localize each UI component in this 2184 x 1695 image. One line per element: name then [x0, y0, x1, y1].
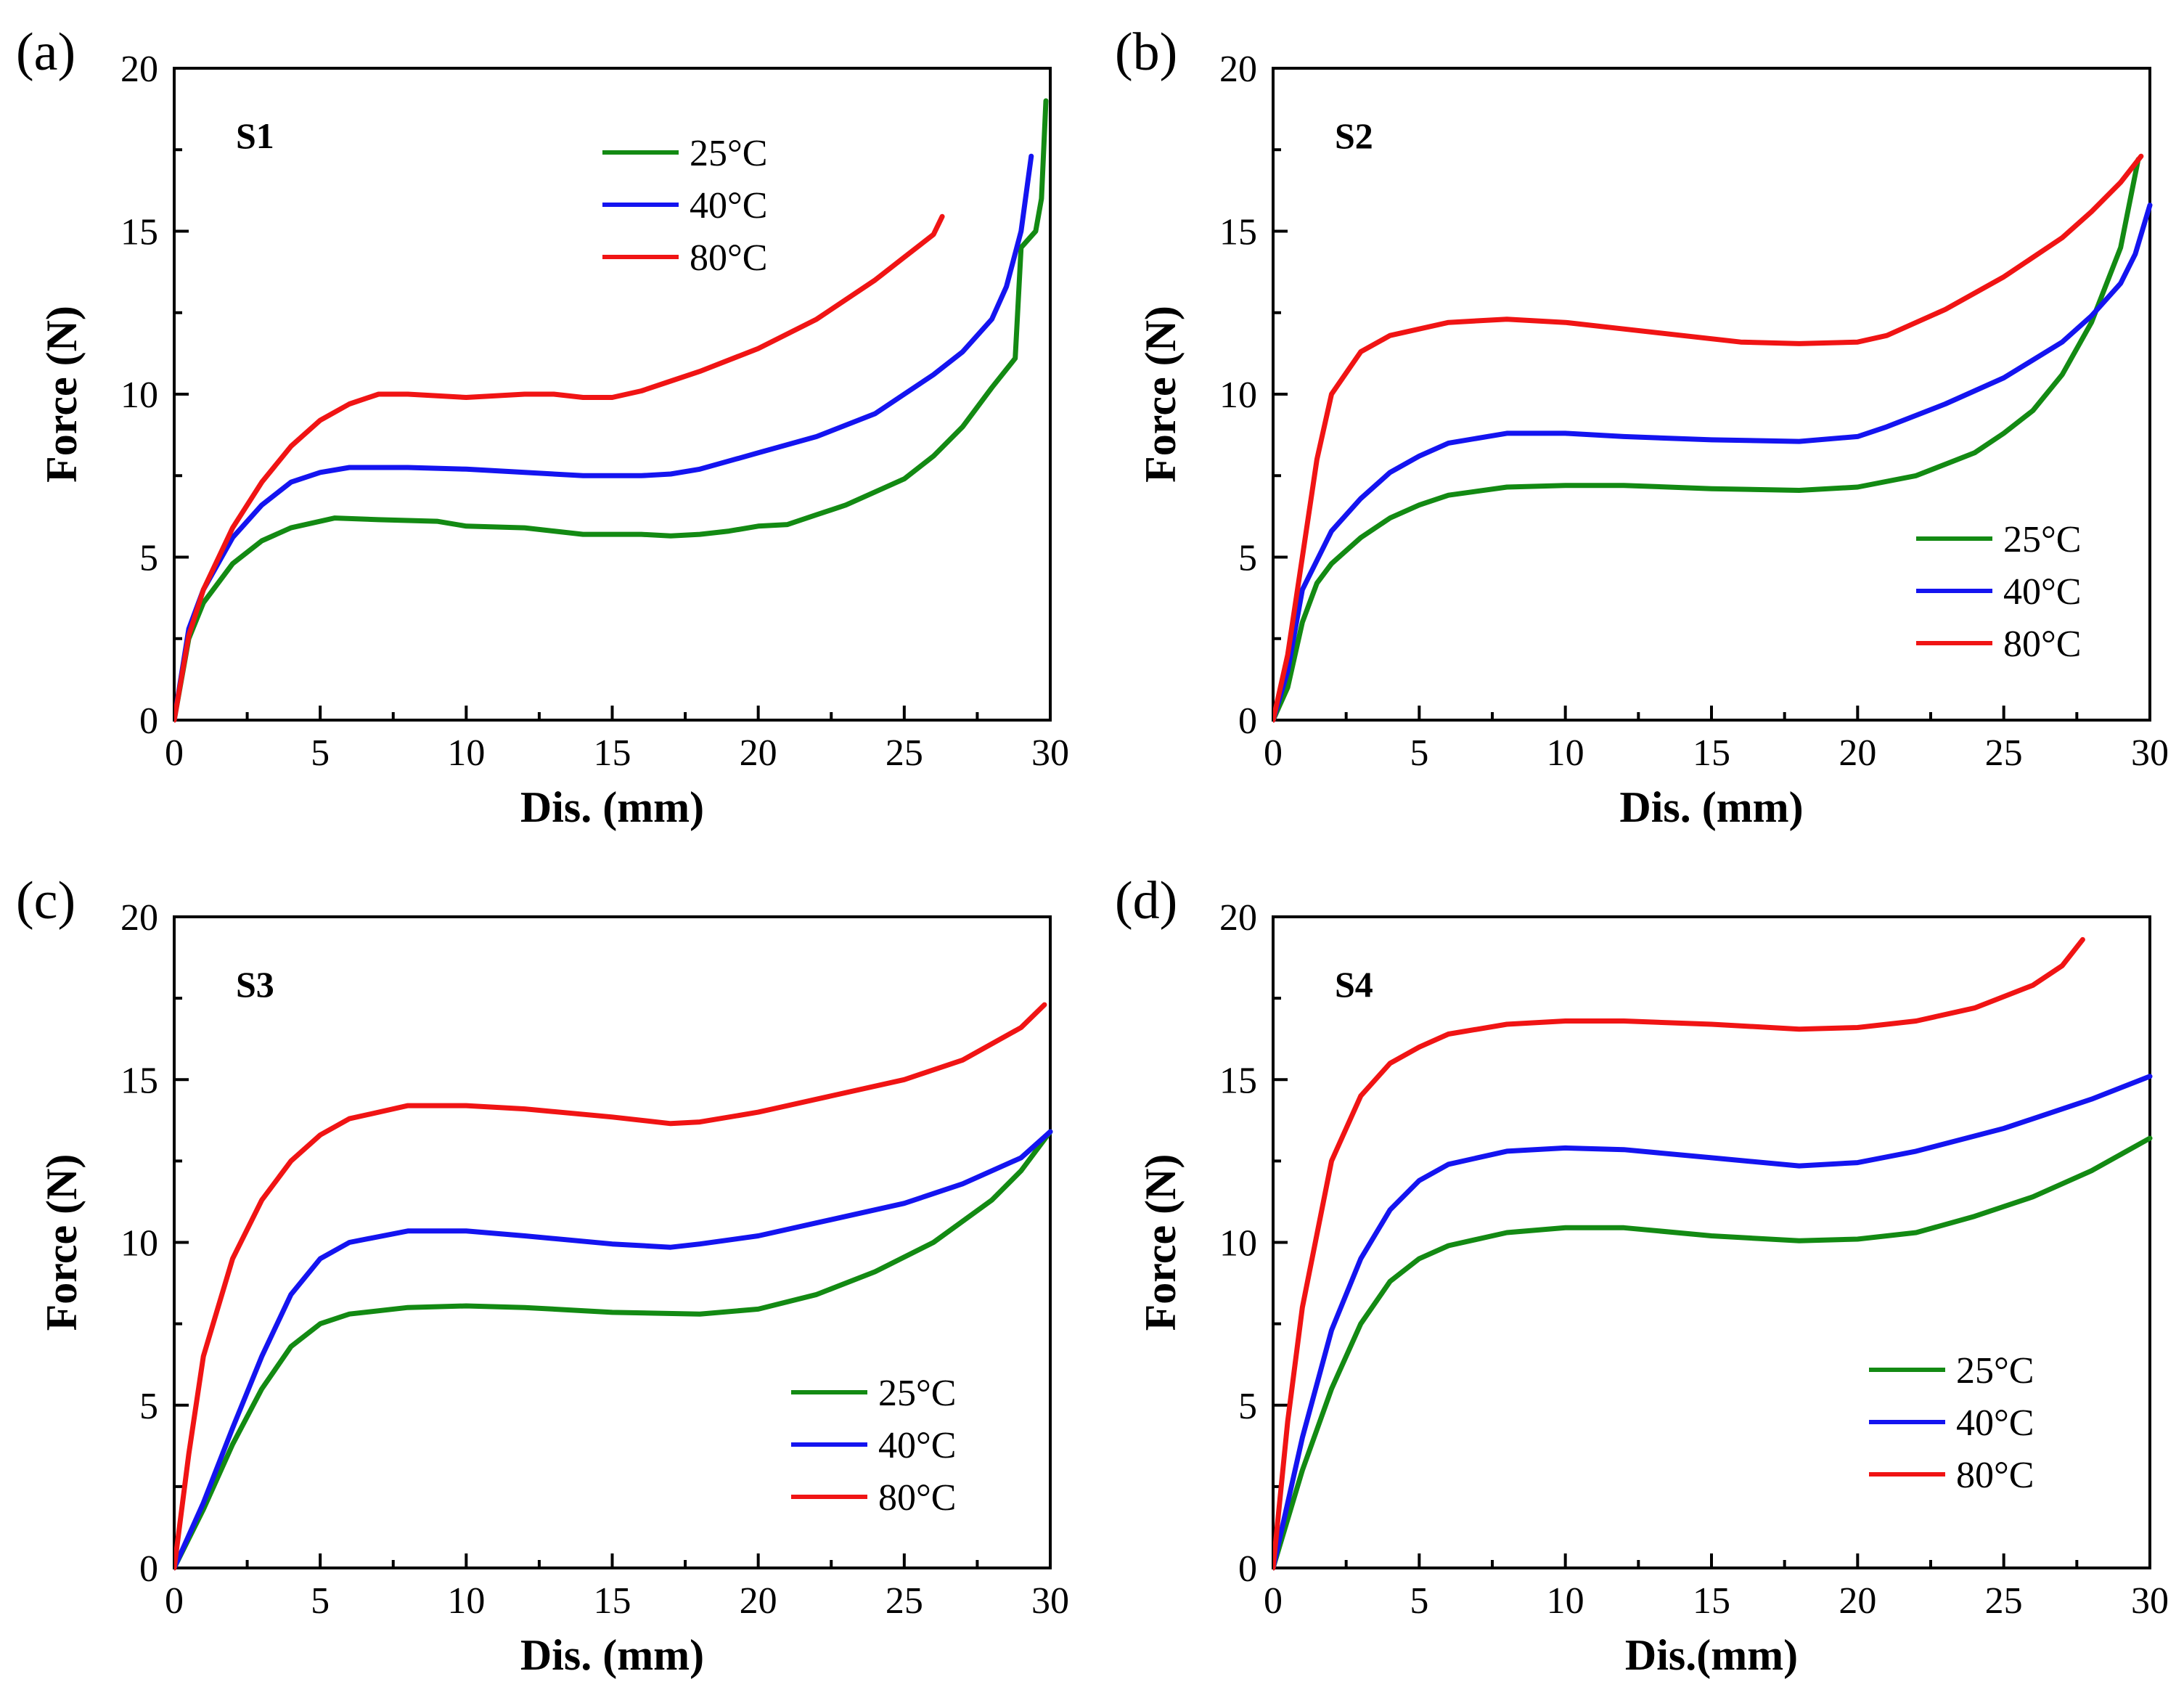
y-tick-label: 5: [1238, 538, 1257, 579]
y-tick-label: 15: [120, 1060, 158, 1101]
y-axis-title: Force (N): [1137, 306, 1185, 483]
y-tick-label: 20: [1219, 49, 1257, 90]
series-line-40c: [1273, 203, 2153, 723]
x-tick-label: 20: [1839, 1580, 1876, 1622]
x-tick-label: 20: [1839, 732, 1876, 774]
panel-tag: (a): [16, 23, 75, 82]
x-axis-title: Dis. (mm): [1619, 783, 1803, 831]
series-line-80c: [1273, 153, 2144, 723]
legend-label: 40°C: [690, 185, 767, 226]
legend-label: 80°C: [690, 237, 767, 279]
panel-tag: (c): [16, 871, 75, 931]
x-tick-label: 25: [886, 1580, 923, 1622]
y-tick-label: 5: [1238, 1386, 1257, 1427]
x-tick-label: 25: [1985, 1580, 2023, 1622]
legend-label: 40°C: [1956, 1402, 2034, 1444]
x-tick-label: 5: [1410, 732, 1428, 774]
plot-frame: [173, 67, 1052, 722]
x-tick-label: 15: [594, 732, 631, 774]
x-tick-label: 0: [165, 1580, 184, 1622]
chart-panel-3: 0 5 10 15 20 25 30 0 5 10 15 20 Dis. (mm) Force (N) (c…: [16, 871, 1069, 1679]
y-tick-label: 10: [1219, 375, 1257, 416]
x-tick-label: 30: [1031, 732, 1069, 774]
y-tick-label: 5: [139, 538, 158, 579]
chart-panel-1: 0 5 10 15 20 25 30 0 5 10 15 20 Dis. (mm) Force (N) (a…: [16, 23, 1069, 831]
sample-label: S2: [1335, 115, 1373, 156]
x-tick-label: 5: [1410, 1580, 1428, 1622]
series-line-80c: [174, 213, 945, 723]
series-line-25c: [174, 1129, 1053, 1571]
y-tick-label: 15: [1219, 1060, 1257, 1101]
x-axis-title: Dis. (mm): [520, 1631, 704, 1679]
plot-frame: [1272, 67, 2151, 722]
legend: 25°C 40°C 80°C: [602, 133, 767, 279]
legend: 25°C 40°C 80°C: [1916, 519, 2081, 665]
x-tick-label: 5: [311, 732, 330, 774]
x-tick-label: 10: [1547, 1580, 1584, 1622]
x-tick-label: 30: [1031, 1580, 1069, 1622]
x-tick-label: 25: [1985, 732, 2023, 774]
legend-label: 80°C: [878, 1477, 956, 1519]
y-tick-label: 20: [120, 897, 158, 939]
y-tick-label: 10: [120, 375, 158, 416]
series-line-25c: [174, 98, 1049, 723]
x-tick-label: 25: [886, 732, 923, 774]
y-tick-label: 0: [1238, 701, 1257, 742]
legend-label: 25°C: [2003, 519, 2081, 560]
legend-label: 25°C: [690, 133, 767, 174]
series-line-25c: [1273, 1135, 2153, 1571]
sample-label: S4: [1335, 964, 1373, 1005]
legend: 25°C 40°C 80°C: [791, 1373, 956, 1519]
x-tick-label: 30: [2131, 732, 2169, 774]
x-tick-label: 5: [311, 1580, 330, 1622]
series-line-80c: [1273, 936, 2085, 1571]
x-tick-label: 15: [1693, 1580, 1730, 1622]
panel-tag: (b): [1115, 23, 1177, 82]
x-tick-label: 15: [1693, 732, 1730, 774]
x-tick-label: 10: [1547, 732, 1584, 774]
sample-label: S1: [236, 115, 274, 156]
sample-label: S3: [236, 964, 274, 1005]
x-tick-label: 20: [740, 732, 777, 774]
panel-tag: (d): [1115, 871, 1177, 931]
x-tick-label: 0: [1264, 1580, 1283, 1622]
x-tick-label: 0: [165, 732, 184, 774]
y-tick-label: 15: [1219, 212, 1257, 253]
series-line-40c: [174, 1129, 1053, 1571]
series-line-25c: [1273, 157, 2141, 723]
x-tick-label: 15: [594, 1580, 631, 1622]
y-axis-title: Force (N): [38, 306, 86, 483]
y-tick-label: 0: [139, 1548, 158, 1590]
legend-label: 25°C: [878, 1373, 956, 1414]
y-axis-title: Force (N): [38, 1154, 86, 1331]
y-tick-label: 0: [139, 701, 158, 742]
series-line-40c: [1273, 1074, 2153, 1571]
legend-label: 25°C: [1956, 1350, 2034, 1392]
series-line-80c: [174, 1002, 1047, 1571]
y-tick-label: 0: [1238, 1548, 1257, 1590]
chart-panel-2: 0 5 10 15 20 25 30 0 5 10 15 20 Dis. (mm) Force (N) (b…: [1115, 23, 2169, 831]
y-tick-label: 15: [120, 212, 158, 253]
legend: 25°C 40°C 80°C: [1869, 1350, 2034, 1496]
legend-label: 80°C: [1956, 1455, 2034, 1496]
x-axis-title: Dis. (mm): [520, 783, 704, 831]
legend-label: 40°C: [2003, 571, 2081, 613]
legend-label: 40°C: [878, 1425, 956, 1466]
x-tick-label: 20: [740, 1580, 777, 1622]
series-line-40c: [174, 153, 1034, 723]
x-tick-label: 10: [447, 1580, 485, 1622]
y-tick-label: 10: [1219, 1223, 1257, 1265]
y-tick-label: 20: [1219, 897, 1257, 939]
y-tick-label: 5: [139, 1386, 158, 1427]
y-tick-label: 10: [120, 1223, 158, 1265]
x-tick-label: 0: [1264, 732, 1283, 774]
chart-panel-4: 0 5 10 15 20 25 30 0 5 10 15 20 Dis.(mm) Force (N) (d)…: [1115, 871, 2169, 1679]
legend-label: 80°C: [2003, 624, 2081, 665]
y-axis-title: Force (N): [1137, 1154, 1185, 1331]
x-tick-label: 10: [447, 732, 485, 774]
x-tick-label: 30: [2131, 1580, 2169, 1622]
x-axis-title: Dis.(mm): [1625, 1631, 1798, 1679]
y-tick-label: 20: [120, 49, 158, 90]
